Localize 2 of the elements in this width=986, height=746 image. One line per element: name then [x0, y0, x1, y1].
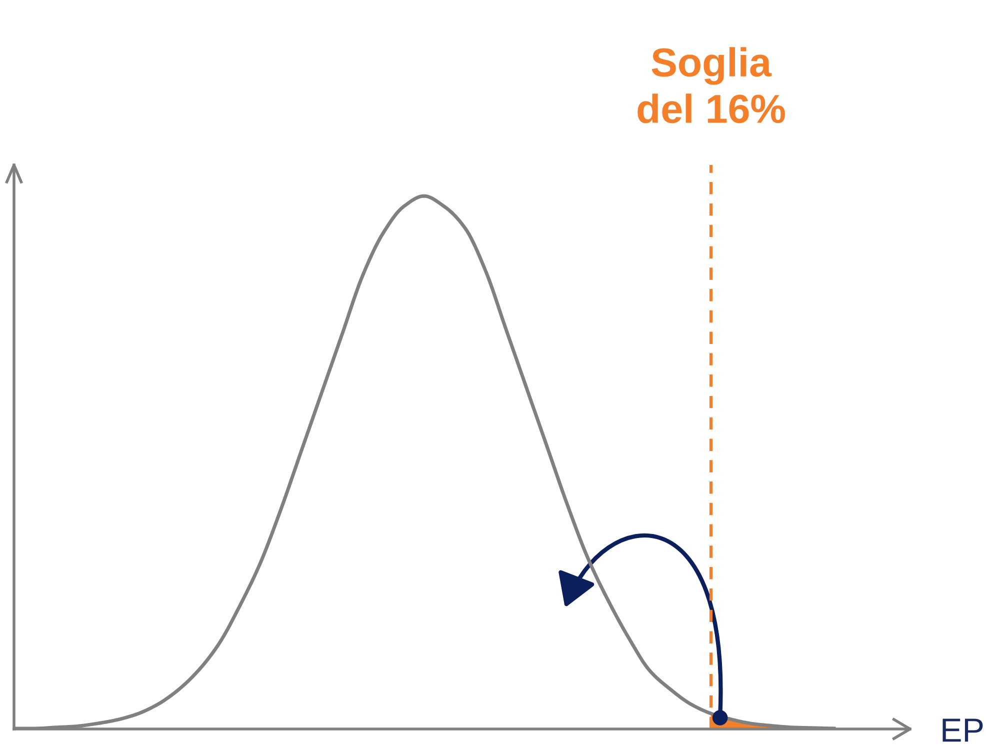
- text: Soglia del 16%: [638, 47, 785, 124]
- x-axis-title: EP: [942, 718, 983, 742]
